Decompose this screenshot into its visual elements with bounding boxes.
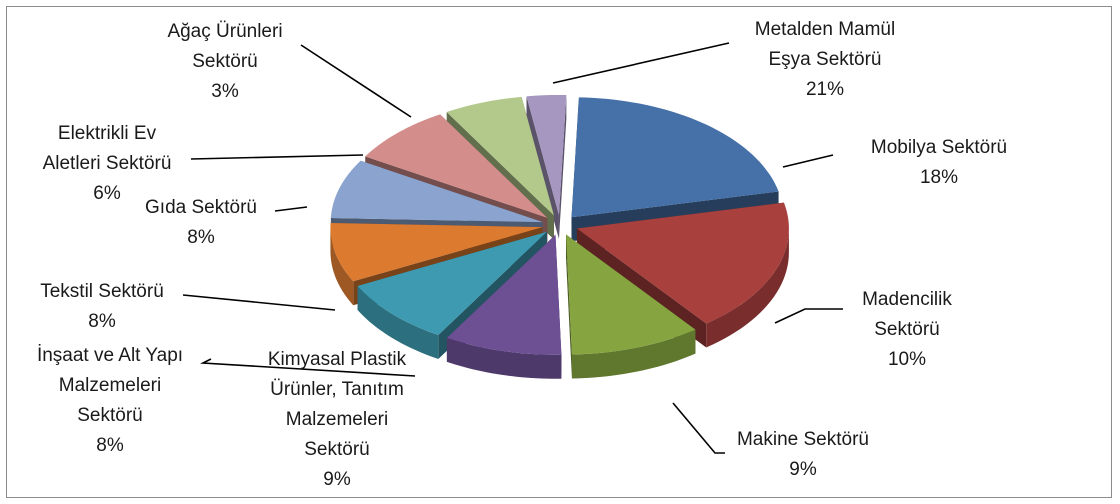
data-label-line: Metalden Mamül — [755, 19, 895, 40]
data-label-line: 8% — [187, 227, 215, 248]
pie-slice-top — [571, 97, 779, 218]
leader-line — [672, 402, 725, 454]
data-label-line: 10% — [888, 349, 926, 370]
pie-slice-top — [357, 231, 547, 335]
data-label-line: Sektörü — [874, 319, 939, 340]
data-label-line: 3% — [211, 81, 239, 102]
data-label-line: Ürünler, Tanıtım — [270, 379, 404, 400]
pie-slice-top — [576, 202, 789, 324]
leader-line — [182, 294, 336, 311]
data-label-line: 21% — [806, 79, 844, 100]
pie-slice-top — [446, 96, 554, 216]
pie-chart: Metalden Mamül Eşya Sektörü 21% Mobilya Sek… — [37, 19, 1007, 490]
leader-lines — [182, 42, 843, 454]
pie-slice-top — [365, 114, 548, 218]
data-label-line: 8% — [96, 435, 124, 456]
pie-slice — [526, 94, 567, 239]
data-label: Metalden Mamül Eşya Sektörü 21% — [755, 19, 895, 100]
data-label: İnşaat ve Alt Yapı Malzemeleri Sektörü 8% — [37, 345, 183, 456]
leader-line — [552, 42, 730, 84]
data-label: Elektrikli Ev Aletleri Sektörü 6% — [43, 123, 172, 204]
pie-slice-rim — [357, 285, 439, 359]
data-label-line: 18% — [920, 167, 958, 188]
leader-line — [199, 358, 416, 377]
pie-slice-wall — [558, 95, 567, 239]
data-label-line: Sektörü — [304, 439, 369, 460]
data-label-line: Elektrikli Ev — [58, 123, 157, 144]
data-label-line: Malzemeleri — [286, 409, 388, 430]
data-label-line: Gıda Sektörü — [145, 197, 257, 218]
data-label: Makine Sektörü 9% — [737, 429, 869, 480]
pie-slice-top — [566, 234, 696, 355]
data-label: Tekstil Sektörü 8% — [40, 281, 164, 332]
data-label: Kimyasal Plastik Ürünler, Tanıtım Malzemel… — [268, 349, 407, 490]
pie-slice — [446, 234, 562, 379]
data-label-line: Tekstil Sektörü — [40, 281, 164, 302]
data-label-line: Sektörü — [77, 405, 142, 426]
pie-slice — [566, 234, 696, 379]
data-label-line: Madencilik — [862, 289, 952, 310]
data-label-line: Eşya Sektörü — [769, 49, 882, 70]
pie-slice-wall — [526, 96, 559, 239]
pie-slice-top — [526, 94, 567, 215]
leader-line — [300, 44, 412, 118]
data-label: Mobilya Sektörü 18% — [871, 137, 1007, 188]
pie-slice-wall — [566, 234, 572, 379]
pie-slice-rim — [706, 228, 789, 348]
data-label-line: İnşaat ve Alt Yapı — [37, 345, 183, 366]
leader-line — [782, 154, 834, 168]
pie-slice-rim — [446, 337, 562, 379]
data-labels: Metalden Mamül Eşya Sektörü 21% Mobilya Sek… — [37, 19, 1007, 490]
pie-slice-top — [330, 160, 543, 223]
data-label-line: 9% — [789, 459, 817, 480]
data-label: Madencilik Sektörü 10% — [862, 289, 952, 370]
data-label-line: 8% — [88, 311, 116, 332]
data-label-line: Sektörü — [192, 51, 257, 72]
data-label-line: Makine Sektörü — [737, 429, 869, 450]
pie-slice-rim — [330, 227, 354, 306]
slices-layer — [330, 94, 789, 379]
data-label-line: Ağaç Ürünleri — [167, 21, 282, 42]
pie-slice-rim — [571, 329, 696, 379]
data-label-line: Aletleri Sektörü — [43, 153, 172, 174]
pie-slice-top — [446, 234, 562, 355]
data-label-line: 9% — [323, 469, 351, 490]
data-label: Gıda Sektörü 8% — [145, 197, 257, 248]
leader-line — [274, 206, 308, 212]
data-label-line: 6% — [93, 183, 121, 204]
leader-line — [190, 154, 364, 160]
chart-frame: Metalden Mamül Eşya Sektörü 21% Mobilya Sek… — [6, 6, 1112, 498]
data-label-line: Mobilya Sektörü — [871, 137, 1007, 158]
pie-slice-top — [330, 222, 543, 282]
data-label: Ağaç Ürünleri Sektörü 3% — [167, 21, 282, 102]
leader-line — [774, 308, 843, 324]
data-label-line: Malzemeleri — [59, 375, 161, 396]
data-label-line: Kimyasal Plastik — [268, 349, 407, 370]
